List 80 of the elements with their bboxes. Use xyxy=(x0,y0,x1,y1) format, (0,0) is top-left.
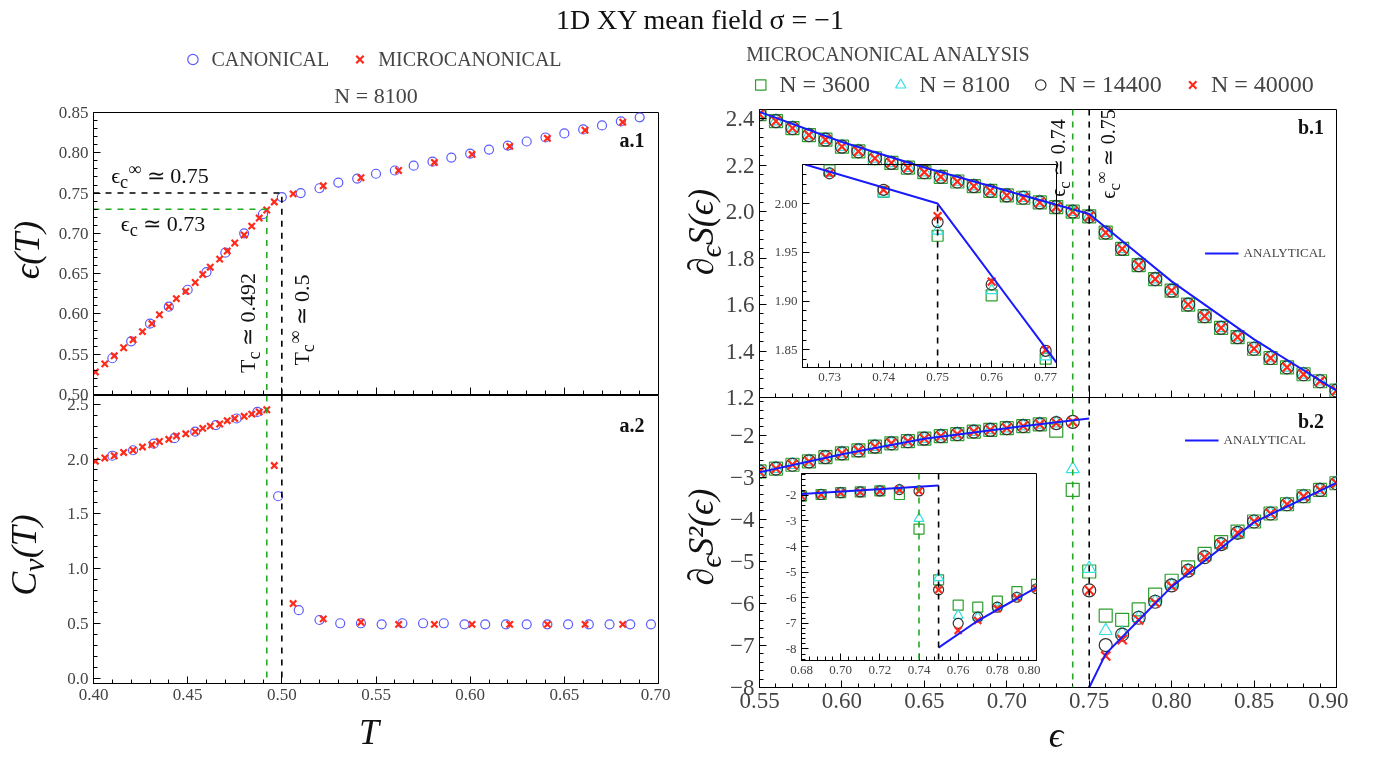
y-tick-label: 1.8 xyxy=(725,245,755,271)
y-tick-label: -2 xyxy=(785,487,797,503)
legend-label: N = 3600 xyxy=(779,70,871,98)
x-tick-label: 0.55 xyxy=(361,684,391,704)
x-axis-title: T xyxy=(358,712,380,754)
y-tick-label: 0.60 xyxy=(58,304,89,324)
y-tick-label: 0.5 xyxy=(67,613,89,633)
y-tick-label: 2.0 xyxy=(725,199,755,225)
y-tick-label: -7 xyxy=(785,615,797,631)
annotation: b.1 xyxy=(1297,115,1325,139)
y-tick-label: 0.65 xyxy=(58,264,89,284)
y-tick-label: 1.2 xyxy=(725,385,755,410)
chart-title: 1D XY mean field σ = −1 xyxy=(555,3,845,37)
y-tick-label: 1.0 xyxy=(67,559,89,579)
annotation: b.2 xyxy=(1297,409,1325,433)
x-tick-label: 0.70 xyxy=(986,687,1027,713)
y-axis-title: ϵ(T) xyxy=(7,220,49,280)
legend-label: N = 14400 xyxy=(1059,70,1162,98)
x-tick-label: 0.80 xyxy=(1151,687,1192,713)
y-tick-label: 1.6 xyxy=(725,292,755,318)
y-tick-label: 2.2 xyxy=(725,152,755,178)
annotation: ϵ$_{c}$$^{∞}$ ≃ 0.75 xyxy=(111,158,209,194)
y-tick-label: -4 xyxy=(785,538,797,554)
y-tick-label: -5 xyxy=(785,564,797,580)
x-tick-label: 0.70 xyxy=(829,661,853,677)
annotation: ϵ$_{c}$ ≃ 0.73 xyxy=(120,210,206,242)
x-tick-label: 0.65 xyxy=(549,684,580,704)
y-tick-label: 2.00 xyxy=(774,195,798,211)
y-tick-label: 0.80 xyxy=(58,143,89,163)
y-tick-label: 2.4 xyxy=(725,106,755,132)
chart-subtitle: N = 8100 xyxy=(334,82,418,108)
y-tick-label: 0.85 xyxy=(58,103,89,122)
y-tick-label: 0.75 xyxy=(58,183,89,203)
legend-label: ANALYTICAL xyxy=(1243,245,1326,261)
x-tick-label: 0.77 xyxy=(1034,368,1058,384)
x-tick-label: 0.60 xyxy=(821,687,863,713)
y-tick-label: −2 xyxy=(730,422,755,448)
y-tick-label: −6 xyxy=(730,590,755,616)
legend-label: N = 40000 xyxy=(1210,70,1314,98)
y-tick-label: 1.4 xyxy=(725,338,755,364)
x-tick-label: 0.70 xyxy=(640,684,671,704)
x-tick-label: 0.72 xyxy=(868,661,892,677)
x-tick-label: 0.75 xyxy=(926,368,949,384)
y-tick-label: 1.5 xyxy=(67,504,89,524)
y-tick-label: −5 xyxy=(730,548,755,574)
y-tick-label: -6 xyxy=(785,589,797,605)
y-tick-label: −4 xyxy=(730,506,755,532)
x-axis-title: ϵ xyxy=(1048,715,1064,757)
x-tick-label: 0.76 xyxy=(946,661,971,677)
legend-label: ANALYTICAL xyxy=(1223,432,1306,448)
y-tick-label: 0.70 xyxy=(58,223,89,243)
x-tick-label: 0.65 xyxy=(904,687,945,713)
x-tick-label: 0.76 xyxy=(980,368,1004,384)
x-tick-label: 0.60 xyxy=(455,684,486,704)
legend-label: N = 8100 xyxy=(919,70,1010,98)
x-tick-label: 0.74 xyxy=(872,368,896,384)
y-tick-label: 1.85 xyxy=(774,341,798,357)
y-tick-label: 1.90 xyxy=(774,293,798,309)
legend-label: MICROCANONICAL xyxy=(378,47,562,71)
y-tick-label: 2.0 xyxy=(67,449,89,469)
y-tick-label: −7 xyxy=(730,632,755,658)
y-tick-label: −3 xyxy=(730,464,755,490)
x-tick-label: 0.80 xyxy=(1017,661,1041,677)
x-tick-label: 0.45 xyxy=(172,684,203,704)
x-tick-label: 0.78 xyxy=(985,661,1009,677)
x-tick-label: 0.73 xyxy=(818,368,841,384)
y-tick-label: 1.95 xyxy=(774,244,798,260)
x-tick-label: 0.90 xyxy=(1308,687,1349,713)
annotation: a.1 xyxy=(619,128,645,152)
legend-label: CANONICAL xyxy=(211,47,330,71)
annotation: a.2 xyxy=(619,413,645,437)
x-tick-label: 0.68 xyxy=(790,661,813,677)
x-tick-label: 0.85 xyxy=(1233,687,1275,713)
x-tick-label: 0.74 xyxy=(907,661,931,677)
y-tick-label: 0.55 xyxy=(58,344,89,364)
x-tick-label: 0.75 xyxy=(1069,687,1110,713)
y-tick-label: -8 xyxy=(785,640,797,656)
y-tick-label: -3 xyxy=(785,512,797,528)
legend-title: MICROCANONICAL ANALYSIS xyxy=(746,42,1031,66)
x-tick-label: 0.50 xyxy=(266,684,297,704)
